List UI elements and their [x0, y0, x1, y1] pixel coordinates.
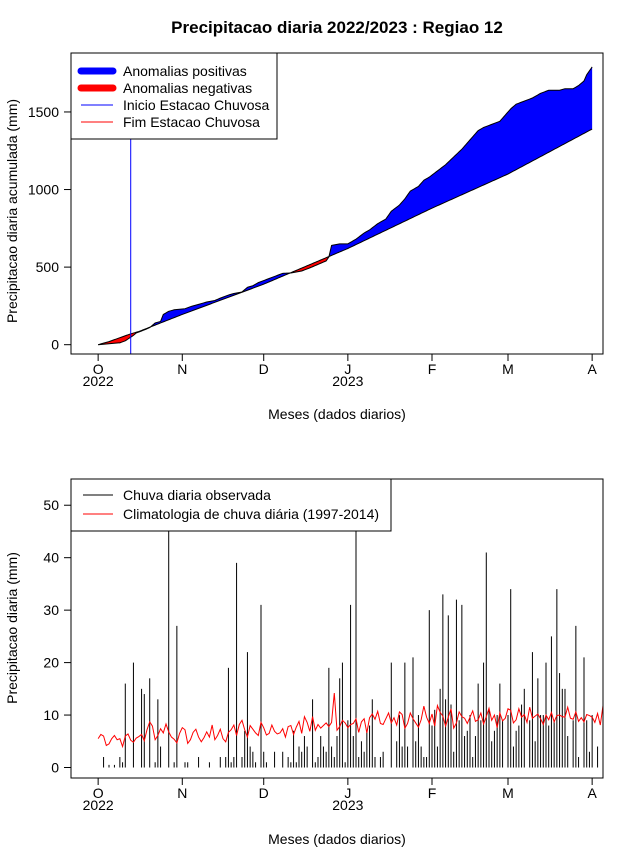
positive-anomaly-area [98, 66, 593, 345]
legend-box [70, 52, 278, 140]
x-tick-label: N [177, 785, 187, 801]
cumulative-chart: 0 500 1000 1500 O N D J F M A 2022 2023 Meses (dado… [4, 52, 604, 422]
chart-title: Precipitacao diaria 2022/2023 : Regiao 1… [171, 18, 503, 37]
x-tick-label: N [177, 361, 187, 377]
y-axis: 0 500 1000 1500 [28, 104, 71, 353]
legend: Chuva diaria observada Climatologia de c… [70, 478, 392, 532]
x-year-label: 2022 [83, 797, 114, 813]
x-tick-label: M [502, 361, 514, 377]
x-tick-label: O [93, 785, 104, 801]
x-year-label: 2022 [83, 373, 114, 389]
x-tick-label: J [344, 785, 351, 801]
legend-label-positive: Anomalias positivas [123, 63, 247, 79]
legend-label-onset: Inicio Estacao Chuvosa [123, 97, 270, 113]
x-axis-title: Meses (dados diarios) [268, 831, 406, 847]
x-tick-label: F [428, 785, 437, 801]
observed-cumulative-line [98, 66, 593, 346]
y-tick-label: 0 [51, 337, 59, 353]
x-tick-label: M [502, 785, 514, 801]
x-year-label: 2023 [332, 797, 363, 813]
y-tick-label: 10 [43, 707, 59, 723]
legend-label-negative: Anomalias negativas [123, 80, 252, 96]
plot-frame [70, 52, 604, 355]
legend-label-observed: Chuva diaria observada [123, 487, 271, 503]
legend-box [70, 478, 392, 532]
x-tick-label: A [587, 361, 597, 377]
legend: Anomalias positivas Anomalias negativas … [70, 52, 278, 140]
legend-label-climatology: Climatologia de chuva diária (1997-2014) [123, 506, 379, 522]
x-tick-label: D [259, 785, 269, 801]
x-tick-label: D [259, 361, 269, 377]
daily-bars [103, 520, 603, 768]
x-year-label: 2023 [332, 373, 363, 389]
legend-label-end: Fim Estacao Chuvosa [123, 114, 260, 130]
x-tick-label: A [587, 785, 597, 801]
x-axis-title: Meses (dados diarios) [268, 406, 406, 422]
climatology-daily-line [97, 692, 603, 749]
x-tick-label: F [428, 361, 437, 377]
x-axis: O N D J F M A 2022 2023 [83, 354, 597, 389]
y-tick-label: 20 [43, 655, 59, 671]
y-tick-label: 1500 [28, 104, 59, 120]
y-tick-label: 1000 [28, 182, 59, 198]
y-axis-title: Precipitacao diaria acumulada (mm) [4, 99, 20, 323]
y-tick-label: 40 [43, 550, 59, 566]
y-axis-title: Precipitacao diaria (mm) [4, 552, 20, 704]
daily-rain-chart: 0 10 20 30 40 50 O N D J F M A 2022 2023 Meses (dados… [4, 478, 604, 847]
x-axis: O N D J F M A 2022 2023 [83, 778, 597, 813]
y-tick-label: 30 [43, 602, 59, 618]
y-tick-label: 50 [43, 497, 59, 513]
y-tick-label: 500 [36, 259, 60, 275]
climatology-cumulative-line [98, 128, 593, 346]
y-axis: 0 10 20 30 40 50 [43, 497, 71, 776]
x-tick-label: O [93, 361, 104, 377]
y-tick-label: 0 [51, 760, 59, 776]
x-tick-label: J [344, 361, 351, 377]
